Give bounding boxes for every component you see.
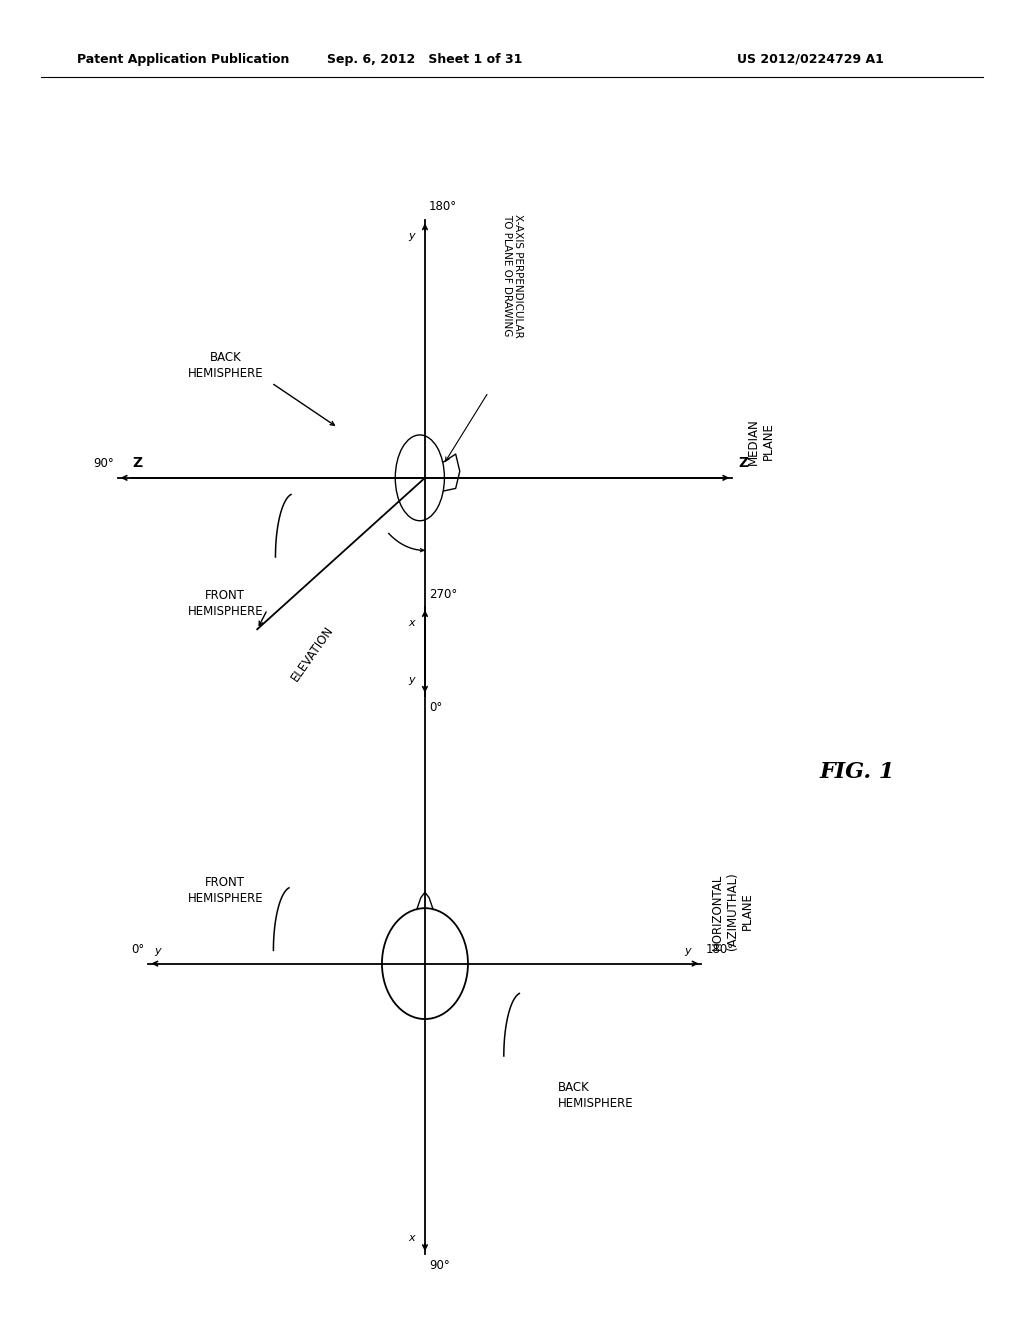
Text: 180°: 180° <box>429 199 457 213</box>
Text: FRONT
HEMISPHERE: FRONT HEMISPHERE <box>187 876 263 906</box>
Text: FIG. 1: FIG. 1 <box>819 762 895 783</box>
Text: 90°: 90° <box>429 1259 450 1272</box>
Text: Patent Application Publication: Patent Application Publication <box>77 53 289 66</box>
Text: X-AXIS PERPENDICULAR
TO PLANE OF DRAWING: X-AXIS PERPENDICULAR TO PLANE OF DRAWING <box>502 214 523 338</box>
Text: x: x <box>409 1233 415 1243</box>
Text: y: y <box>409 675 415 685</box>
Text: y: y <box>685 945 691 956</box>
Text: 0°: 0° <box>131 942 144 956</box>
Text: Sep. 6, 2012   Sheet 1 of 31: Sep. 6, 2012 Sheet 1 of 31 <box>328 53 522 66</box>
Text: US 2012/0224729 A1: US 2012/0224729 A1 <box>737 53 884 66</box>
Text: HORIZONTAL
(AZIMUTHAL)
PLANE: HORIZONTAL (AZIMUTHAL) PLANE <box>711 873 754 950</box>
Text: ELEVATION: ELEVATION <box>289 623 336 684</box>
Text: MEDIAN
PLANE: MEDIAN PLANE <box>746 418 775 465</box>
Text: y: y <box>155 945 161 956</box>
Text: BACK
HEMISPHERE: BACK HEMISPHERE <box>187 351 263 380</box>
Text: BACK
HEMISPHERE: BACK HEMISPHERE <box>558 1081 634 1110</box>
Text: y: y <box>409 231 415 242</box>
Text: Z: Z <box>738 455 749 470</box>
Text: 90°: 90° <box>93 457 114 470</box>
Text: Z: Z <box>132 455 142 470</box>
Text: 0°: 0° <box>429 701 442 714</box>
Text: 180°: 180° <box>706 942 733 956</box>
Text: 270°: 270° <box>429 587 458 601</box>
Text: FRONT
HEMISPHERE: FRONT HEMISPHERE <box>187 589 263 618</box>
Text: x: x <box>409 618 415 628</box>
